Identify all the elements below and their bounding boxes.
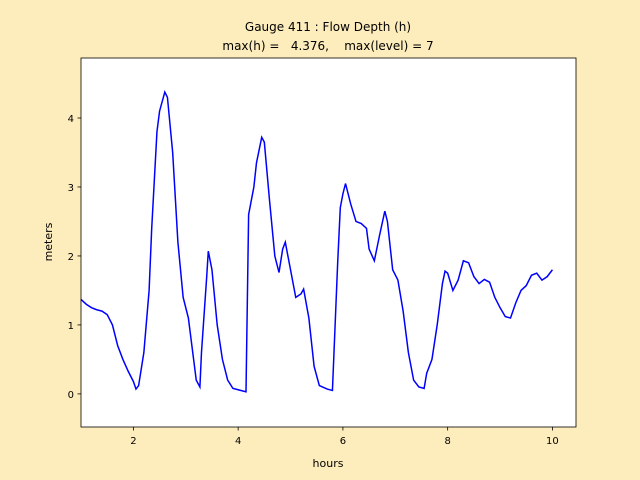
- data-line: [80, 89, 554, 393]
- chart-title: Gauge 411 : Flow Depth (h): [245, 20, 411, 34]
- y-tick-label: 0: [68, 390, 74, 401]
- y-tick-label: 4: [68, 114, 74, 125]
- x-tick-label: 8: [444, 436, 450, 447]
- chart-subtitle: max(h) = 4.376, max(level) = 7: [222, 39, 433, 53]
- plot-frame: [80, 57, 577, 428]
- x-tick-label: 10: [546, 436, 559, 447]
- y-axis-label: meters: [42, 222, 55, 261]
- x-tick-label: 4: [235, 436, 241, 447]
- x-axis-label: hours: [313, 457, 344, 470]
- plot-area: [81, 58, 576, 427]
- y-tick-label: 3: [68, 183, 74, 194]
- x-tick-label: 6: [340, 436, 346, 447]
- y-tick-label: 2: [68, 252, 74, 263]
- x-tick-label: 2: [130, 436, 136, 447]
- y-tick-label: 1: [68, 321, 74, 332]
